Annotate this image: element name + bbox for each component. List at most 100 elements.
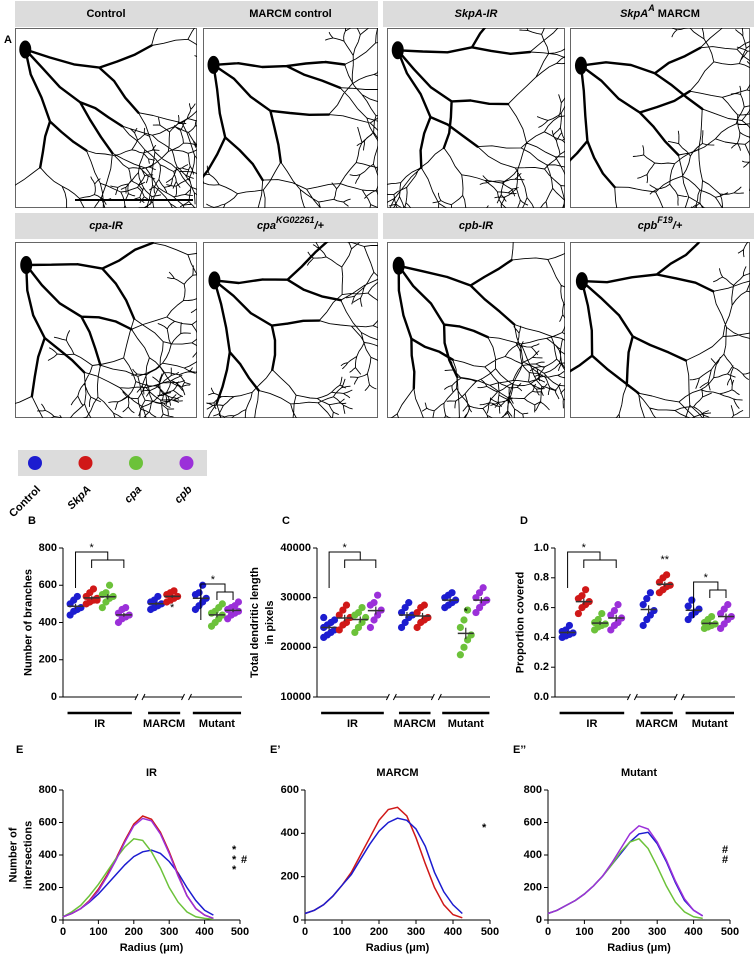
- header-bar: [383, 213, 754, 239]
- image-frame: [570, 242, 750, 418]
- data-point: [102, 589, 110, 597]
- data-point: [73, 592, 81, 601]
- y-tick-label: 800: [39, 542, 57, 554]
- y-tick-label: 800: [524, 784, 542, 796]
- neuron-image: [387, 28, 565, 208]
- title-run: cpb-IR: [459, 220, 493, 232]
- data-point: [370, 599, 378, 607]
- significance-label: *: [704, 572, 709, 584]
- soma: [575, 272, 588, 291]
- image-title: SkpAA MARCM: [620, 3, 700, 20]
- x-tick-label: 0: [60, 926, 66, 938]
- neuron-image: [15, 242, 197, 418]
- y-tick-label: 30000: [280, 592, 311, 604]
- y-axis-label: Number of: [7, 827, 19, 882]
- data-point: [456, 623, 464, 632]
- x-tick-label: 500: [721, 926, 739, 938]
- y-tick-label: 600: [281, 784, 299, 796]
- x-tick-label: 400: [195, 926, 213, 938]
- y-tick-label: 400: [524, 849, 542, 861]
- title-run: SkpA: [620, 8, 648, 20]
- group-label: Mutant: [692, 718, 728, 730]
- neuron-image: [387, 242, 565, 418]
- image-title: cpbF19/+: [638, 215, 683, 232]
- y-tick-label: 0: [293, 914, 299, 926]
- data-point: [424, 613, 432, 622]
- image-title: MARCM control: [249, 8, 332, 20]
- data-point: [420, 601, 428, 609]
- data-point: [358, 604, 366, 612]
- legend-label: cpa: [122, 484, 144, 506]
- axis-break: [430, 693, 442, 701]
- title-run: MARCM control: [249, 8, 332, 20]
- chart-title: MARCM: [376, 767, 418, 779]
- panel-label: E: [16, 744, 23, 756]
- data-point: [463, 606, 472, 614]
- title-run: A: [647, 3, 655, 13]
- significance-label: *: [170, 602, 175, 614]
- data-point: [666, 581, 674, 589]
- data-point: [170, 587, 178, 595]
- data-point: [456, 651, 464, 659]
- group-label: MARCM: [636, 718, 678, 730]
- data-point: [105, 581, 114, 589]
- image-title: Control: [86, 8, 125, 20]
- data-point: [639, 621, 647, 630]
- title-run: /+: [314, 220, 325, 232]
- dendrite-branch: [614, 28, 750, 208]
- x-tick-label: 500: [231, 926, 249, 938]
- significance-label: #: [722, 844, 728, 856]
- data-point: [122, 604, 130, 612]
- panel-label: A: [4, 34, 12, 46]
- x-tick-label: 200: [125, 926, 143, 938]
- panel-label: C: [282, 515, 290, 527]
- significance-label: *: [211, 574, 216, 586]
- significance-bracket: [200, 583, 234, 620]
- y-tick-label: 400: [39, 849, 57, 861]
- data-point: [342, 601, 351, 609]
- data-point: [370, 616, 378, 624]
- data-point: [467, 631, 475, 639]
- y-tick-label: 0.6: [534, 602, 549, 614]
- x-tick-label: 200: [612, 926, 630, 938]
- series-line: [547, 837, 703, 920]
- y-tick-label: 200: [39, 881, 57, 893]
- x-tick-label: 400: [684, 926, 702, 938]
- series-line: [547, 824, 704, 917]
- image-frame: [387, 28, 565, 208]
- data-point: [598, 609, 606, 618]
- dendrite-branch: [387, 28, 565, 208]
- neuron-image: [203, 242, 378, 418]
- image-title: cpb-IR: [459, 220, 493, 232]
- dendrite-trunk: [203, 60, 346, 182]
- dendrite-branch: [390, 242, 565, 418]
- image-frame: [570, 28, 750, 208]
- neuron-image: [15, 28, 197, 208]
- dendrite-branch: [203, 28, 378, 208]
- x-tick-label: 0: [545, 926, 551, 938]
- panel-label: B: [28, 515, 36, 527]
- data-point: [650, 606, 658, 615]
- soma: [391, 41, 404, 60]
- x-tick-label: 100: [575, 926, 593, 938]
- x-tick-label: 500: [481, 926, 499, 938]
- data-point: [479, 584, 487, 592]
- significance-label: *: [232, 844, 237, 856]
- series-line: [62, 815, 214, 920]
- data-point: [374, 591, 382, 599]
- dendrite-trunk: [24, 44, 153, 169]
- dendrite-trunk: [570, 242, 715, 395]
- image-frame: [203, 28, 378, 208]
- data-point: [218, 600, 226, 608]
- y-tick-label: 10000: [280, 691, 311, 703]
- series-line: [304, 806, 463, 919]
- axis-break: [673, 693, 685, 701]
- y-tick-label: 0.2: [534, 661, 549, 673]
- title-run: SkpA-IR: [455, 8, 498, 20]
- significance-label: *: [582, 542, 587, 554]
- title-run: KG02261: [276, 215, 315, 225]
- data-point: [89, 585, 98, 593]
- soma: [207, 55, 220, 74]
- data-point: [339, 606, 347, 614]
